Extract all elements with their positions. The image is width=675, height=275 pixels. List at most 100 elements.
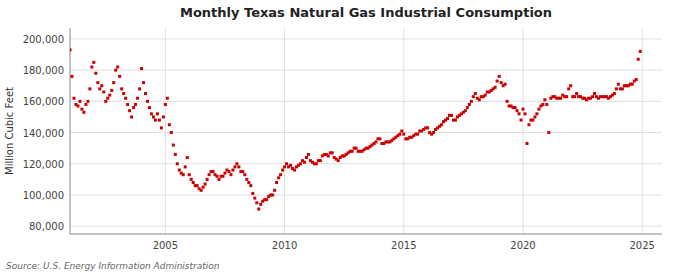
point: [245, 178, 248, 181]
point: [178, 169, 181, 172]
y-grid-line: [70, 101, 662, 102]
point: [522, 108, 525, 111]
point: [120, 87, 123, 90]
point: [132, 106, 135, 109]
point: [327, 154, 330, 157]
point: [128, 109, 131, 112]
point: [543, 98, 546, 101]
point: [613, 92, 616, 95]
point: [559, 97, 562, 100]
point: [138, 87, 141, 90]
point: [615, 87, 618, 90]
point: [253, 197, 256, 200]
point: [567, 87, 570, 90]
point: [374, 140, 377, 143]
point: [496, 80, 499, 83]
y-tick-label: 140,000: [23, 128, 64, 139]
point: [114, 69, 117, 72]
point: [516, 109, 519, 112]
point: [231, 169, 234, 172]
point: [271, 193, 274, 196]
point: [520, 119, 523, 122]
point: [527, 123, 530, 126]
point: [170, 131, 173, 134]
source-note: Source: U.S. Energy Information Administ…: [6, 261, 220, 271]
point: [148, 106, 151, 109]
point: [241, 170, 244, 173]
point: [227, 170, 230, 173]
point: [537, 108, 540, 111]
point: [531, 119, 534, 122]
point: [273, 189, 276, 192]
point: [70, 48, 72, 51]
point: [106, 97, 109, 100]
background: [0, 0, 675, 275]
point: [426, 126, 429, 129]
point: [285, 162, 288, 165]
point: [621, 87, 624, 90]
point: [535, 112, 538, 115]
point: [158, 119, 161, 122]
point: [112, 81, 115, 84]
point: [208, 173, 211, 176]
y-tick-label: 160,000: [23, 96, 64, 107]
y-tick-label: 100,000: [23, 190, 64, 201]
point: [293, 169, 296, 172]
point: [440, 123, 443, 126]
point: [279, 173, 282, 176]
point: [299, 162, 302, 165]
point: [533, 115, 536, 118]
point: [506, 100, 509, 103]
point: [104, 100, 107, 103]
point: [206, 178, 209, 181]
point: [635, 78, 638, 81]
point: [172, 144, 175, 147]
point: [84, 103, 87, 106]
point: [168, 123, 171, 126]
point: [303, 161, 306, 164]
point: [144, 92, 147, 95]
point: [402, 133, 405, 136]
point: [416, 133, 419, 136]
point: [617, 83, 620, 86]
point: [400, 130, 403, 133]
point: [126, 103, 129, 106]
point: [257, 208, 260, 211]
point: [277, 176, 280, 179]
point: [446, 117, 449, 120]
point: [82, 111, 85, 114]
point: [337, 159, 340, 162]
point: [243, 173, 246, 176]
point: [547, 131, 550, 134]
point: [514, 106, 517, 109]
point: [108, 94, 111, 97]
point: [591, 95, 594, 98]
point: [275, 181, 278, 184]
point: [186, 156, 189, 159]
point: [259, 203, 262, 206]
point: [86, 100, 89, 103]
point: [575, 92, 578, 95]
point: [500, 81, 503, 84]
point: [150, 112, 153, 115]
point: [289, 164, 292, 167]
x-tick-label: 2015: [391, 240, 416, 251]
point: [573, 95, 576, 98]
y-tick-label: 80,000: [29, 221, 64, 232]
x-tick-label: 2020: [510, 240, 535, 251]
point: [235, 162, 238, 165]
point: [233, 165, 236, 168]
point: [545, 103, 548, 106]
point: [134, 103, 137, 106]
point: [94, 72, 97, 75]
x-grid-line: [284, 28, 285, 234]
point: [196, 184, 199, 187]
point: [468, 103, 471, 106]
point: [565, 95, 568, 98]
y-grid-line: [70, 38, 662, 39]
point: [166, 97, 169, 100]
point: [212, 170, 215, 173]
x-tick-label: 2010: [272, 240, 297, 251]
point: [78, 100, 81, 103]
points: [70, 48, 642, 210]
